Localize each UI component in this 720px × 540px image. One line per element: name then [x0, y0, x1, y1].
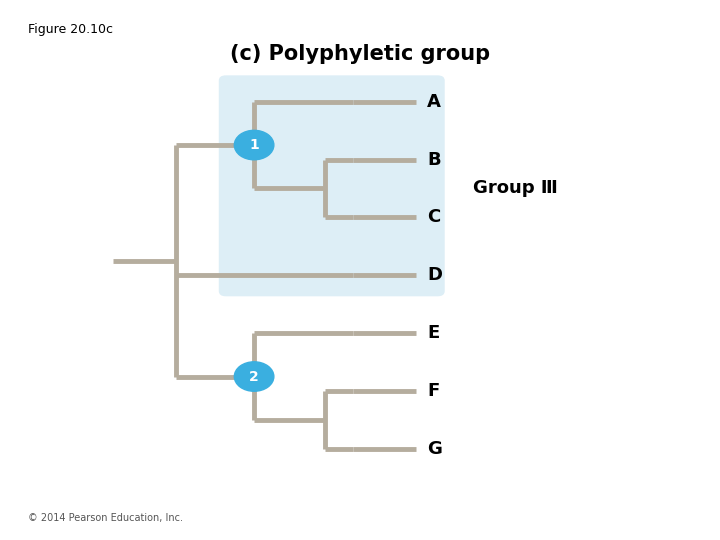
Text: D: D: [427, 266, 442, 284]
Text: 2: 2: [249, 369, 259, 383]
Text: © 2014 Pearson Education, Inc.: © 2014 Pearson Education, Inc.: [28, 512, 183, 523]
Text: 1: 1: [249, 138, 259, 152]
Text: F: F: [427, 382, 439, 400]
Text: A: A: [427, 93, 441, 111]
Text: E: E: [427, 324, 439, 342]
Text: Group Ⅲ: Group Ⅲ: [473, 179, 558, 198]
Text: (c) Polyphyletic group: (c) Polyphyletic group: [230, 44, 490, 64]
Circle shape: [234, 130, 274, 160]
Text: Figure 20.10c: Figure 20.10c: [28, 23, 113, 36]
Text: G: G: [427, 440, 442, 458]
Circle shape: [234, 362, 274, 392]
Text: C: C: [427, 208, 441, 226]
Text: B: B: [427, 151, 441, 168]
FancyBboxPatch shape: [219, 76, 445, 296]
